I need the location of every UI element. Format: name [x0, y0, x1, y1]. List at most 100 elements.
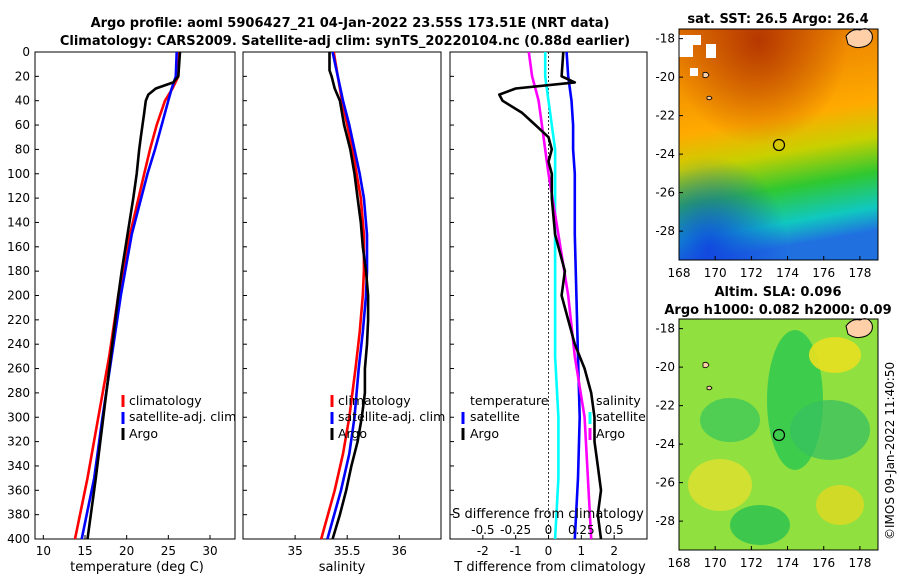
map-lat-tick-label: -28 — [655, 224, 675, 238]
series-line-salinity-satellite — [565, 51, 581, 540]
series-line-salinity-argo — [498, 51, 603, 540]
map-lat-tick-label: -18 — [655, 32, 675, 46]
sla-map-low-patch — [730, 505, 790, 545]
depth-tick-label: 40 — [15, 94, 30, 108]
map-lon-tick-label: 176 — [812, 556, 835, 570]
series-line-climatology — [319, 51, 366, 540]
legend-label-satellite: satellite-adj. clim — [129, 409, 236, 424]
legend-label-climatology: climatology — [129, 393, 202, 408]
legend-label-temp-argo: Argo — [470, 426, 499, 441]
sla-map-title: Altim. SLA: 0.096 — [715, 285, 842, 300]
x-tick-label: 30 — [202, 544, 217, 558]
series-line-argo — [86, 51, 182, 540]
sla-map-high-patch — [688, 459, 752, 511]
map-lat-tick-label: -26 — [655, 186, 675, 200]
legend-label-climatology: climatology — [338, 393, 411, 408]
sla-argo-location-marker — [772, 428, 786, 442]
map-lon-tick-label: 170 — [704, 556, 727, 570]
imos-watermark: ©IMOS 09-Jan-2022 11:40:50 — [883, 362, 897, 540]
salinity-legend: climatology satellite-adj. clim Argo — [330, 393, 445, 441]
top-x-tick-label: 0.5 — [605, 523, 624, 537]
x-tick-label: 1 — [578, 544, 586, 558]
sst-map-cool-patch — [679, 29, 878, 260]
top-x-tick-label: -0.5 — [471, 523, 494, 537]
map-lat-tick-label: -24 — [655, 437, 675, 451]
map-lon-tick-label: 172 — [740, 556, 763, 570]
sla-map-land-icon — [845, 318, 873, 339]
temperature-xlabel: temperature (deg C) — [70, 560, 204, 575]
map-lat-tick-label: -22 — [655, 399, 675, 413]
map-lat-tick-label: -20 — [655, 70, 675, 84]
figure-title-line2: Climatology: CARS2009. Satellite-adj cli… — [60, 34, 630, 49]
depth-tick-label: 380 — [7, 508, 30, 522]
depth-tick-labels: 0 20 40 60 80 100 120 140 160 180 200 220 240 260 280 3… — [7, 45, 454, 546]
top-x-tick-label: 0 — [545, 523, 553, 537]
depth-tick-label: 200 — [7, 289, 30, 303]
sla-map-high-patch — [809, 337, 861, 373]
sla-map-frame — [678, 318, 879, 551]
x-tick-label: 2 — [610, 544, 618, 558]
sla-map-high-patch — [816, 485, 864, 525]
temperature-axes — [34, 51, 236, 540]
top-x-tick-label: 0.25 — [568, 523, 595, 537]
legend-label-sal-argo: Argo — [596, 426, 625, 441]
salinity-xlabel: salinity — [319, 560, 366, 575]
x-tick-label: 25 — [161, 544, 176, 558]
depth-tick-label: 0 — [22, 45, 30, 59]
x-tick-label: 10 — [36, 544, 51, 558]
legend-label-sal-satellite: satellite — [596, 409, 646, 424]
sst-map-frame — [678, 28, 879, 261]
x-tick-label: 36 — [392, 544, 407, 558]
depth-tick-label: 340 — [7, 459, 30, 473]
x-tick-label: 35 — [287, 544, 302, 558]
figure-title-line1: Argo profile: aoml 5906427_21 04-Jan-202… — [91, 16, 610, 31]
series-line-satellite-adj-clim — [80, 51, 178, 540]
sst-map-title: sat. SST: 26.5 Argo: 26.4 — [687, 12, 868, 27]
map-lon-tick-label: 170 — [704, 266, 727, 280]
sla-map: Altim. SLA: 0.096 Argo h1000: 0.082 h200… — [664, 285, 892, 551]
depth-tick-label: 240 — [7, 337, 30, 351]
map-lon-tick-label: 168 — [668, 556, 691, 570]
legend-label-argo: Argo — [129, 426, 158, 441]
top-x-tick-label: -0.25 — [500, 523, 531, 537]
x-tick-labels: 10 15 20 25 30 35 35.5 36 -2 -1 0 1 2 -0.5 -0.25 0 0.25 0… — [36, 523, 624, 558]
sla-map-low-patch — [790, 400, 870, 460]
temperature-legend: climatology satellite-adj. clim Argo — [121, 393, 236, 441]
depth-tick-label: 140 — [7, 215, 30, 229]
map-lon-tick-label: 178 — [848, 556, 871, 570]
x-tick-label: 20 — [119, 544, 134, 558]
legend-title-salinity: salinity — [596, 393, 641, 408]
map-lon-tick-label: 174 — [776, 556, 799, 570]
legend-label-argo: Argo — [338, 426, 367, 441]
map-lon-tick-label: 168 — [668, 266, 691, 280]
map-lat-tick-label: -24 — [655, 147, 675, 161]
map-lat-tick-label: -28 — [655, 514, 675, 528]
sst-map-cloud-mask — [679, 35, 716, 76]
legend-label-temp-satellite: satellite — [470, 409, 520, 424]
depth-tick-label: 20 — [15, 69, 30, 83]
x-tick-label: -2 — [477, 544, 489, 558]
depth-tick-label: 320 — [7, 435, 30, 449]
depth-tick-label: 400 — [7, 532, 30, 546]
tdiff-xlabel: T difference from climatology — [453, 560, 646, 575]
profile-lines — [73, 51, 603, 540]
depth-tick-label: 300 — [7, 410, 30, 424]
sla-map-title2: Argo h1000: 0.082 h2000: 0.09 — [664, 303, 891, 318]
depth-tick-label: 60 — [15, 118, 30, 132]
depth-tick-label: 80 — [15, 142, 30, 156]
depth-tick-label: 180 — [7, 264, 30, 278]
depth-tick-label: 160 — [7, 240, 30, 254]
depth-tick-label: 360 — [7, 483, 30, 497]
x-tick-label: 15 — [77, 544, 92, 558]
series-line-climatology — [73, 51, 181, 540]
map-lat-tick-label: -22 — [655, 109, 675, 123]
series-line-argo — [328, 52, 370, 540]
x-tick-label: 35.5 — [334, 544, 361, 558]
sst-map-land-icon — [845, 28, 873, 49]
map-lon-tick-label: 178 — [848, 266, 871, 280]
depth-tick-label: 120 — [7, 191, 30, 205]
sdiff-xlabel: S difference from climatology — [452, 507, 644, 522]
depth-tick-label: 260 — [7, 362, 30, 376]
salinity-axes — [242, 51, 442, 540]
